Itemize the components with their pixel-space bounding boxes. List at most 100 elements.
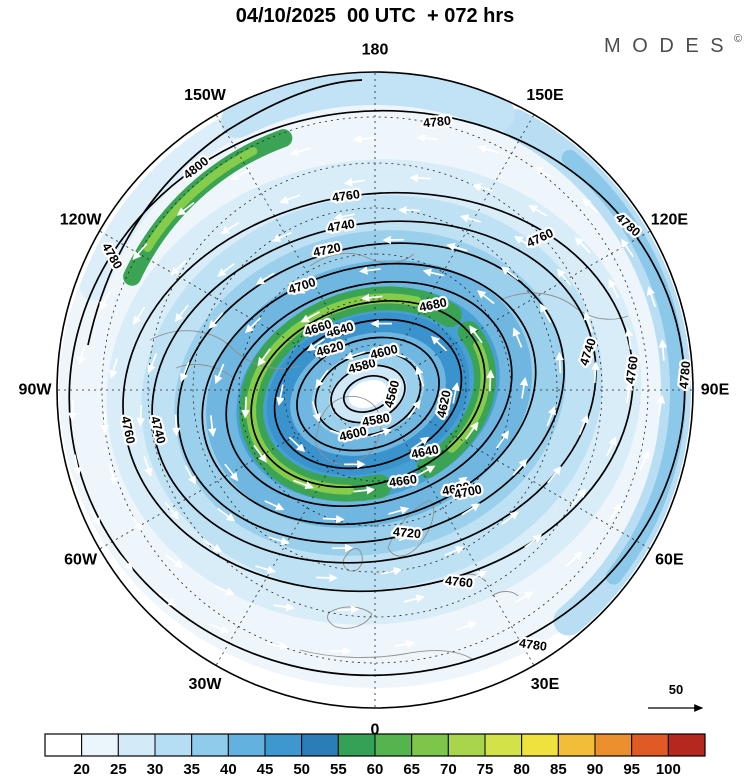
wind-arrow <box>459 214 481 223</box>
wind-arrow <box>176 201 195 216</box>
wind-arrow <box>253 444 267 463</box>
wind-arrow <box>446 242 468 252</box>
contour-label: 4780 <box>518 636 548 654</box>
colorbar-cell <box>227 733 266 757</box>
colorbar-tick-label: 100 <box>656 761 681 778</box>
wind-arrow <box>398 205 420 215</box>
wind-arrow <box>73 454 82 476</box>
wind-arrow <box>624 381 634 404</box>
wind-arrow <box>170 259 187 276</box>
wind-arrow <box>184 465 196 485</box>
colorbar-tick-label: 90 <box>587 761 604 778</box>
wind-arrow <box>99 291 111 311</box>
colorbar-tick-label: 80 <box>513 761 530 778</box>
colorbar-cell <box>521 733 559 757</box>
wind-arrow <box>621 238 634 258</box>
wind-arrow <box>296 283 317 294</box>
wind-arrow <box>165 554 183 569</box>
wind-arrow <box>147 353 158 374</box>
wind-arrow <box>217 507 236 522</box>
wind-arrow <box>271 231 292 242</box>
height-contours <box>68 79 686 677</box>
wind-arrow <box>583 311 593 333</box>
colorbar-cell <box>301 733 339 757</box>
wind-arrow <box>89 506 100 527</box>
wind-arrow <box>208 312 224 330</box>
colorbar-cell <box>117 733 156 757</box>
colorbar-cell <box>44 733 83 757</box>
wind-arrow <box>430 335 448 352</box>
coastline <box>387 499 434 557</box>
wind-arrow <box>449 476 468 490</box>
wind-arrow <box>132 243 148 260</box>
wind-arrow <box>255 272 275 285</box>
wind-arrow <box>360 293 383 303</box>
wind-arrow <box>337 605 360 614</box>
colorbar-cell <box>374 733 413 757</box>
wind-arrow <box>279 194 300 204</box>
wind-arrow <box>467 570 488 582</box>
colorbar-cell <box>484 733 523 757</box>
wind-arrow <box>501 511 519 526</box>
wind-arrow <box>77 344 86 366</box>
wind-arrow <box>571 488 586 506</box>
wind-arrow <box>524 534 542 549</box>
wind-arrow <box>540 303 552 323</box>
colorbar-cell <box>667 733 706 757</box>
wind-arrow <box>416 133 439 143</box>
colorbar-frame <box>44 733 706 757</box>
colorbar-tick-label: 45 <box>257 761 274 778</box>
wind-arrow <box>606 436 617 457</box>
contour-label: 4760 <box>331 187 361 205</box>
polar-map: 4560458045804600460046204620464046404660… <box>56 71 695 709</box>
wind-arrow <box>496 430 510 449</box>
wind-arrow <box>306 338 325 352</box>
colorbar-tick-label: 20 <box>73 761 90 778</box>
longitude-label-60w: 60W <box>64 552 98 569</box>
wind-arrow <box>461 503 481 516</box>
longitude-label-180: 180 <box>362 42 389 59</box>
longitude-label-120w: 120W <box>60 212 103 229</box>
wind-arrow <box>220 221 240 235</box>
longitude-label-90e: 90E <box>701 382 730 399</box>
wind-arrow <box>398 532 420 542</box>
latitude-circle <box>192 207 558 573</box>
wind-arrow <box>209 623 230 634</box>
coastline <box>309 252 415 267</box>
wind-arrow <box>118 553 133 571</box>
wind-arrow <box>109 357 119 379</box>
wind-arrow <box>591 361 600 384</box>
contour-label: 4760 <box>623 355 641 385</box>
shading-ring <box>348 379 388 409</box>
wind-arrow <box>512 458 528 476</box>
contour-line <box>68 109 686 677</box>
colorbar-tick-label: 35 <box>183 761 200 778</box>
wind-arrow <box>108 464 118 486</box>
wind-arrow <box>574 236 591 254</box>
contour-line <box>250 299 486 489</box>
wind-arrow <box>658 339 668 361</box>
wind-arrow <box>608 278 620 299</box>
wind-arrow <box>359 266 381 275</box>
wind-arrow <box>174 304 189 323</box>
wind-arrow <box>556 268 572 286</box>
wind-arrow <box>129 513 143 532</box>
coastline <box>149 330 301 381</box>
wind-arrow <box>444 546 465 557</box>
wind-arrow <box>330 429 352 439</box>
colorbar-cell <box>264 733 303 757</box>
colorbar-cell <box>557 733 596 757</box>
modes-logo-copyright-icon: © <box>734 33 742 45</box>
wind-arrow <box>208 415 217 437</box>
wind-arrow <box>268 536 290 546</box>
wind-arrow <box>224 463 239 482</box>
wind-arrow <box>656 394 666 417</box>
colorbar-cell <box>411 733 449 757</box>
wind-arrow <box>380 566 403 576</box>
coastline <box>299 649 475 661</box>
wind-arrow <box>132 306 146 326</box>
wind-arrow <box>353 485 376 495</box>
wind-arrow <box>143 455 153 477</box>
wind-arrow <box>214 585 235 596</box>
wind-arrow <box>388 506 410 515</box>
